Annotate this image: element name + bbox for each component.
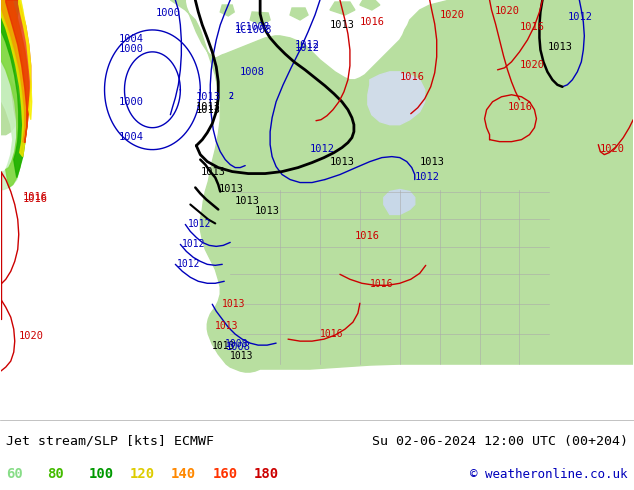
Polygon shape xyxy=(1,0,26,177)
Polygon shape xyxy=(250,12,270,25)
Text: 1012: 1012 xyxy=(188,220,212,229)
Text: 1016: 1016 xyxy=(23,192,48,201)
Text: 1016: 1016 xyxy=(23,195,48,204)
Polygon shape xyxy=(1,0,23,188)
Text: 1012: 1012 xyxy=(295,40,320,50)
Text: 1013: 1013 xyxy=(195,92,220,102)
Text: 1013: 1013 xyxy=(255,206,280,217)
Text: 1016: 1016 xyxy=(508,102,533,112)
Text: 1004: 1004 xyxy=(119,132,143,142)
Text: 1013: 1013 xyxy=(235,196,260,206)
Text: 1013: 1013 xyxy=(216,321,239,331)
Polygon shape xyxy=(360,0,380,10)
Text: 100: 100 xyxy=(89,467,114,482)
Text: 120: 120 xyxy=(130,467,155,482)
Text: 1020: 1020 xyxy=(495,6,519,16)
Text: 1013: 1013 xyxy=(195,105,220,115)
Text: 1000: 1000 xyxy=(119,97,143,107)
Polygon shape xyxy=(384,190,415,215)
Polygon shape xyxy=(1,0,19,135)
Polygon shape xyxy=(330,2,355,15)
Polygon shape xyxy=(290,8,308,20)
Text: 1013: 1013 xyxy=(230,351,254,361)
Text: 1012: 1012 xyxy=(415,172,440,182)
Text: 1013: 1013 xyxy=(547,42,573,52)
Text: 1004: 1004 xyxy=(119,34,143,44)
Text: 1012: 1012 xyxy=(310,144,335,154)
Text: 1000: 1000 xyxy=(119,44,143,54)
Polygon shape xyxy=(220,5,234,16)
Polygon shape xyxy=(579,0,633,115)
Text: 1013: 1013 xyxy=(223,299,246,309)
Text: Jet stream/SLP [kts] ECMWF: Jet stream/SLP [kts] ECMWF xyxy=(6,435,214,447)
Text: 1008: 1008 xyxy=(225,339,249,349)
Text: 1013: 1013 xyxy=(330,20,355,30)
Text: 2: 2 xyxy=(228,92,233,101)
Text: 140: 140 xyxy=(171,467,197,482)
Polygon shape xyxy=(19,0,32,120)
Text: 1012: 1012 xyxy=(178,259,201,270)
Text: 1016: 1016 xyxy=(519,22,545,32)
Text: 1013: 1013 xyxy=(200,167,225,176)
Text: 1020: 1020 xyxy=(440,10,465,20)
Text: 1000: 1000 xyxy=(155,8,181,18)
Text: © weatheronline.co.uk: © weatheronline.co.uk xyxy=(470,468,628,482)
Text: 1016: 1016 xyxy=(360,17,385,27)
Polygon shape xyxy=(171,0,633,372)
Polygon shape xyxy=(557,100,581,124)
Text: 1013: 1013 xyxy=(195,102,220,112)
Text: 1008: 1008 xyxy=(225,342,250,352)
Text: 1016: 1016 xyxy=(400,72,425,82)
Polygon shape xyxy=(1,0,23,190)
Polygon shape xyxy=(1,0,29,143)
Text: 60: 60 xyxy=(6,467,23,482)
Text: 1020: 1020 xyxy=(519,60,545,70)
Polygon shape xyxy=(6,0,30,143)
Text: 80: 80 xyxy=(48,467,64,482)
Text: 1013: 1013 xyxy=(212,341,236,351)
Text: 1020: 1020 xyxy=(19,331,44,341)
Text: 1013: 1013 xyxy=(218,184,243,194)
Text: 2: 2 xyxy=(228,92,233,101)
Text: 1012: 1012 xyxy=(295,43,320,53)
Text: 1C1008: 1C1008 xyxy=(235,25,273,35)
Polygon shape xyxy=(1,0,28,157)
Text: 1C1008: 1C1008 xyxy=(235,22,271,32)
Text: 1013: 1013 xyxy=(420,157,444,167)
Text: 1016: 1016 xyxy=(355,231,380,242)
Text: 160: 160 xyxy=(212,467,238,482)
Text: 1008: 1008 xyxy=(240,67,265,77)
Text: Su 02-06-2024 12:00 UTC (00+204): Su 02-06-2024 12:00 UTC (00+204) xyxy=(372,435,628,447)
Text: 1016: 1016 xyxy=(320,329,344,339)
Text: 180: 180 xyxy=(254,467,279,482)
Polygon shape xyxy=(368,72,425,124)
Text: 1020: 1020 xyxy=(599,144,624,154)
Text: 1012: 1012 xyxy=(567,12,592,22)
Text: 1016: 1016 xyxy=(370,279,393,289)
Text: 1013: 1013 xyxy=(330,157,355,167)
Text: 1012: 1012 xyxy=(183,240,206,249)
